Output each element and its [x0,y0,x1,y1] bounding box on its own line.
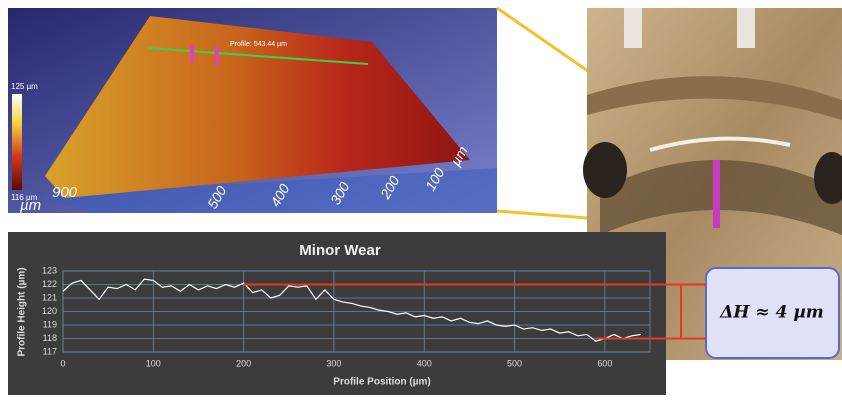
y-tick-label: 122 [42,279,57,289]
profile-marker [215,47,219,65]
axis-label: 900 [52,184,78,201]
x-tick-label: 500 [507,358,522,368]
annotation: ΔH ≈ 4 µm [719,303,824,323]
slot [737,8,755,48]
surface-view: Profile: 543.44 µm 125 µm 116 µm 900 µm … [8,8,497,214]
profile-label: Profile: 543.44 µm [230,41,287,48]
slot [624,8,642,48]
figure: Profile: 543.44 µm 125 µm 116 µm 900 µm … [0,0,842,399]
y-tick-label: 121 [42,292,57,302]
x-tick-label: 100 [146,358,161,368]
page: Profile: 543.44 µm 125 µm 116 µm 900 µm … [0,0,842,404]
y-tick-label: 118 [43,333,57,343]
profile-marker [190,45,194,63]
x-tick-label: 200 [236,358,251,368]
axis-label: µm [20,197,41,214]
hole [583,142,627,198]
x-tick-label: 600 [597,358,612,368]
colorbar [12,94,22,190]
x-tick-label: 0 [60,358,65,368]
y-tick-label: 117 [43,346,57,356]
y-tick-label: 120 [42,306,57,316]
y-axis-label: Profile Height (µm) [17,267,28,356]
chart-title: Minor Wear [299,242,381,259]
profile-marker [713,160,720,228]
x-tick-label: 400 [417,358,432,368]
y-tick-label: 123 [42,265,57,275]
y-tick-label: 119 [43,319,57,329]
colorbar-max: 125 µm [11,82,38,91]
x-tick-label: 300 [326,358,341,368]
x-axis-label: Profile Position (µm) [333,377,430,388]
